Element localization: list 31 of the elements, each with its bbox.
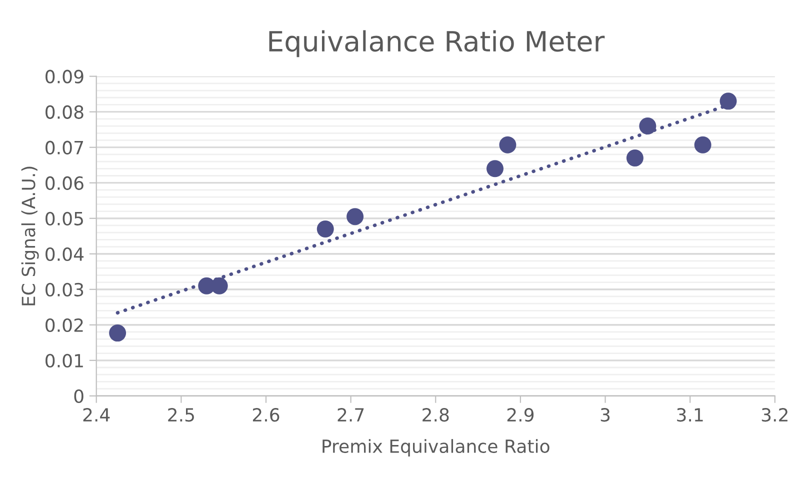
point xyxy=(639,118,656,135)
chart-title: Equivalance Ratio Meter xyxy=(269,30,605,58)
x-tick-label: 2.5 xyxy=(168,408,194,422)
y-tick-label: 0.02 xyxy=(46,318,83,332)
x-tick-label: 2.4 xyxy=(83,408,110,422)
point xyxy=(720,92,737,110)
y-tick-label: 0.04 xyxy=(46,247,84,261)
y-tick-label: 0 xyxy=(74,389,84,404)
x-tick-label: 3 xyxy=(600,408,610,422)
point xyxy=(109,324,126,342)
point xyxy=(316,220,334,238)
y-tick-label: 0.01 xyxy=(46,354,83,368)
x-tick-label: 2.7 xyxy=(338,408,364,422)
y-tick-label: 0.05 xyxy=(46,212,83,226)
y-tick-label: 0.03 xyxy=(46,282,84,296)
point xyxy=(486,160,504,178)
point xyxy=(626,149,644,166)
point xyxy=(499,136,516,154)
point xyxy=(694,136,712,154)
x-tick-label: 2.8 xyxy=(422,408,449,422)
y-tick-label: 0.07 xyxy=(46,140,84,154)
point xyxy=(346,208,364,226)
x-tick-label: 2.6 xyxy=(252,408,280,422)
y-tick-label: 0.08 xyxy=(46,105,84,119)
x-tick-label: 2.9 xyxy=(507,408,534,422)
x-axis-title: Premix Equivalance Ratio xyxy=(322,439,550,457)
y-axis-title: EC Signal (A.U.) xyxy=(21,166,39,306)
y-tick-label: 0.06 xyxy=(46,176,84,190)
y-tick-label: 0.09 xyxy=(46,70,84,84)
x-tick-label: 3.2 xyxy=(762,408,788,422)
x-tick-label: 3.1 xyxy=(677,408,703,422)
